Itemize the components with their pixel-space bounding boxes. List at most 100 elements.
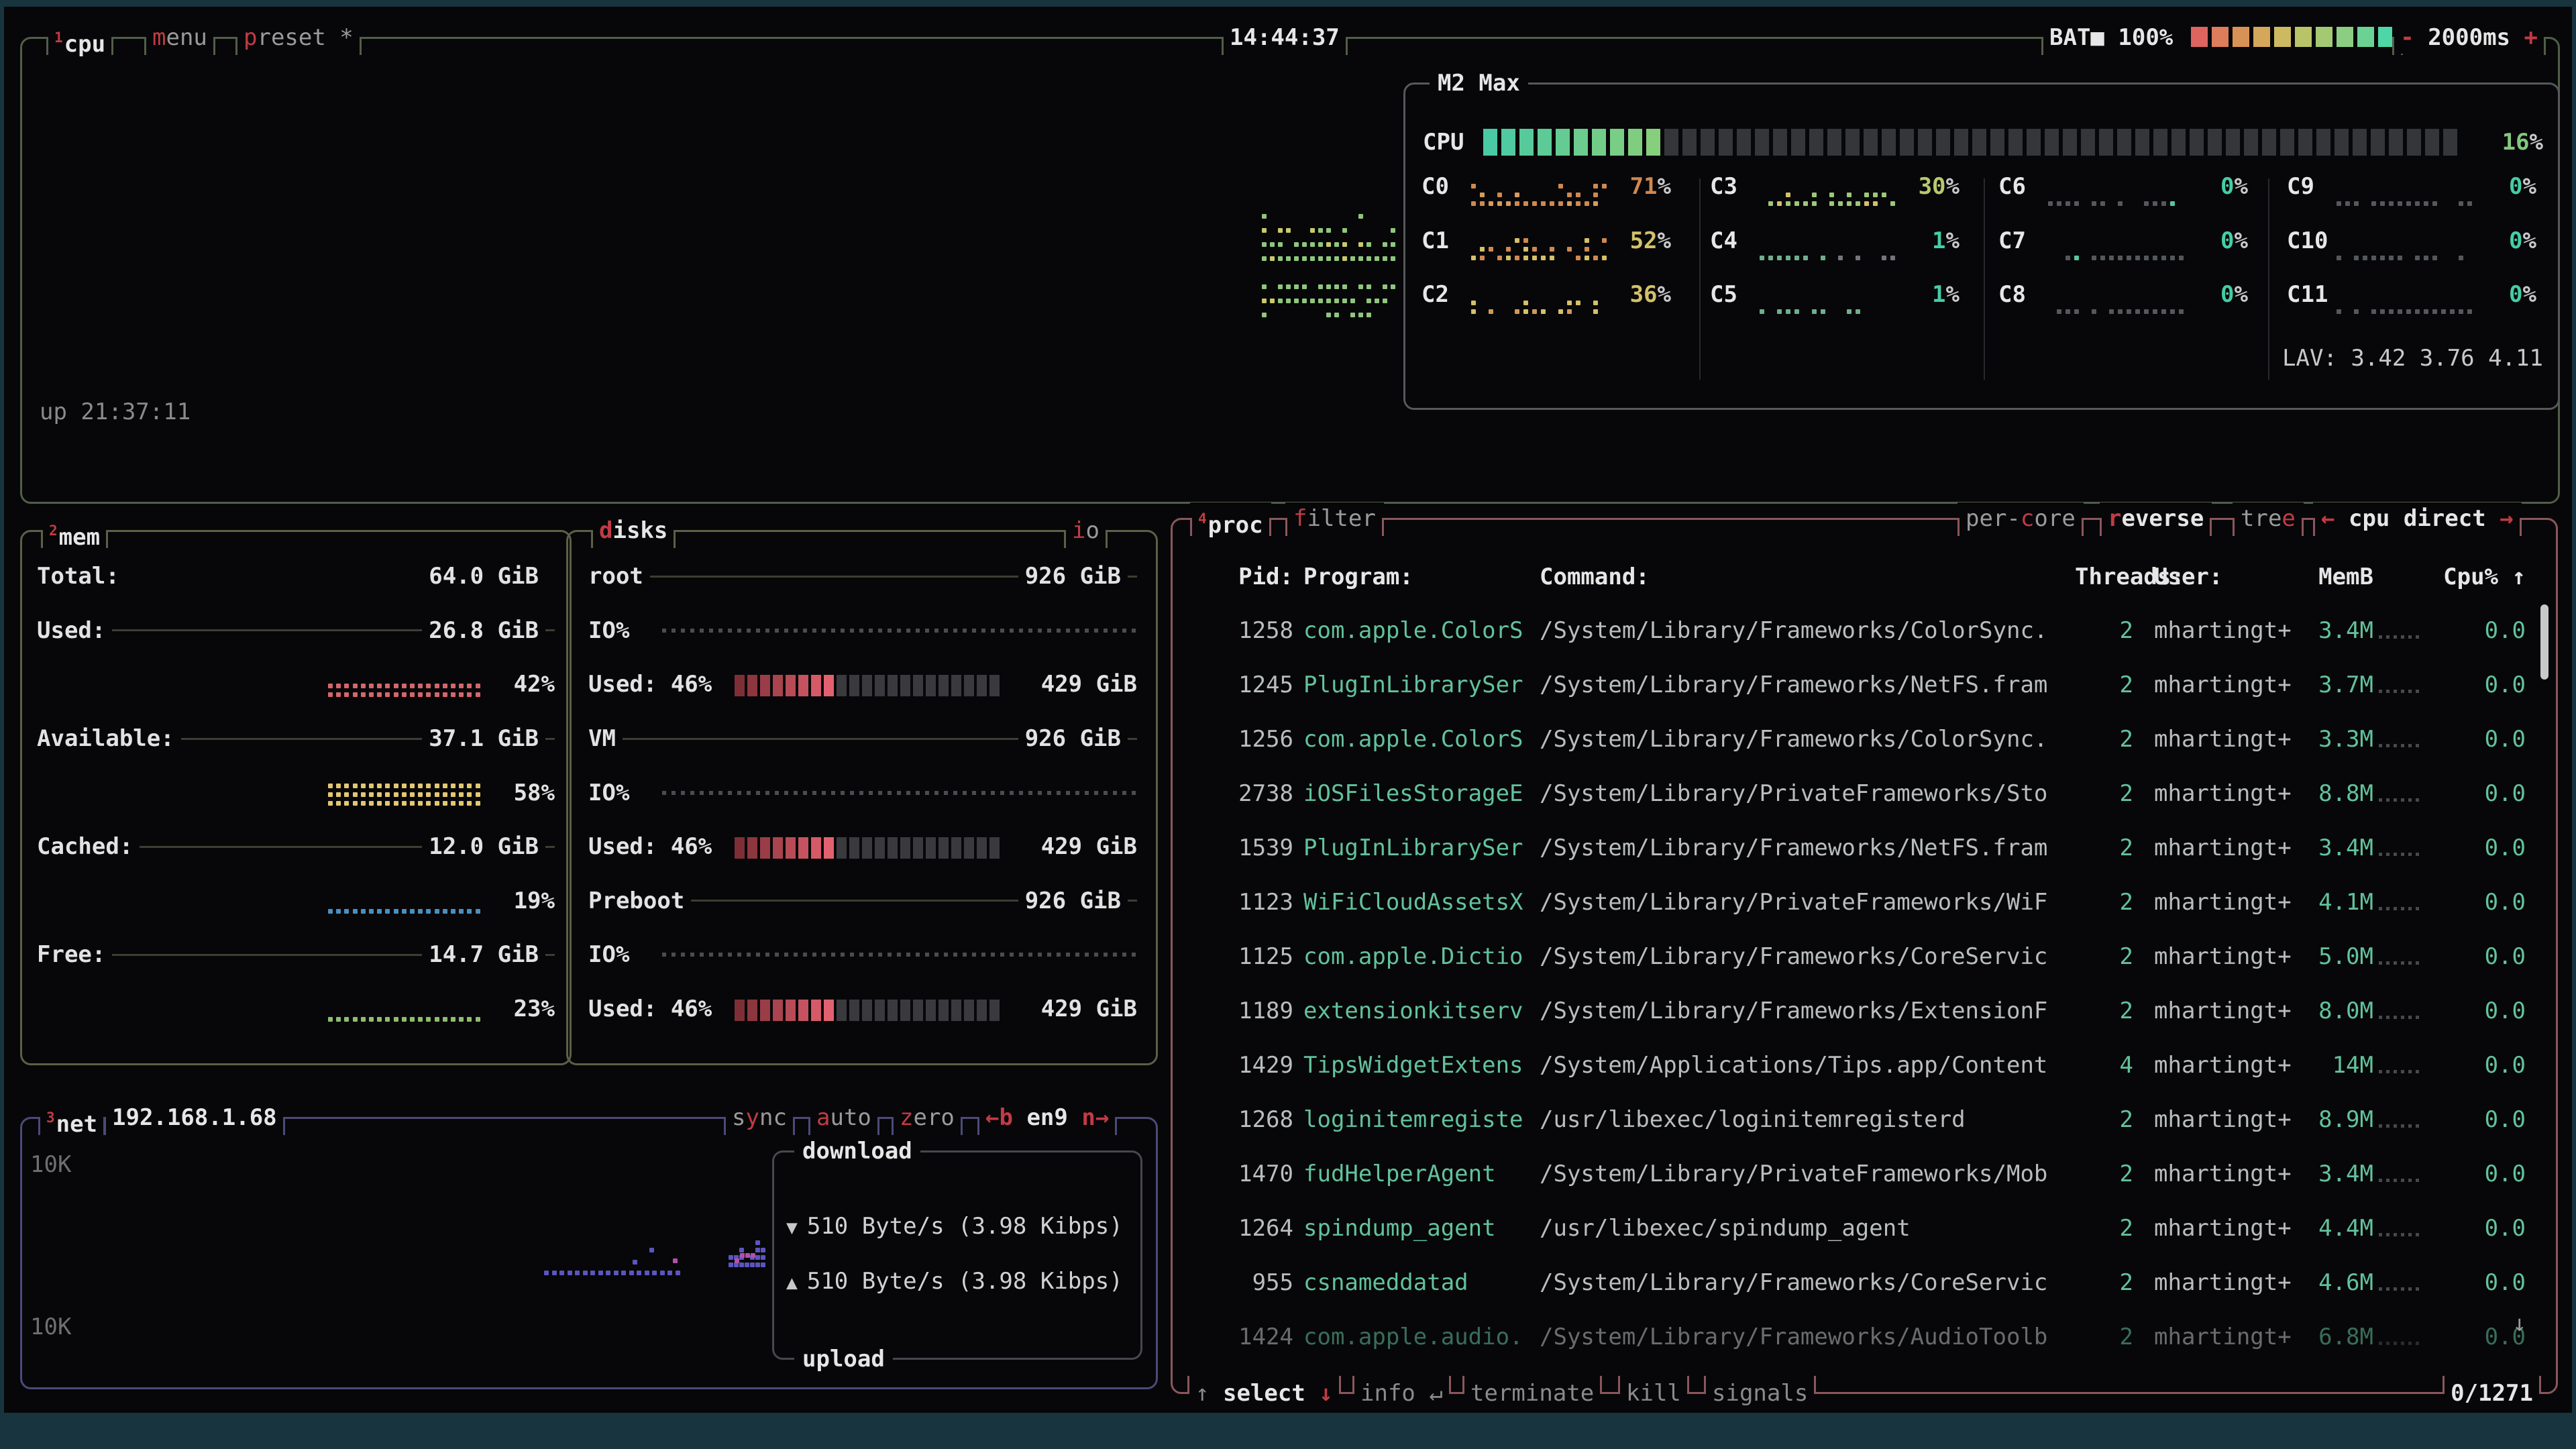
tree-button[interactable]: tree [2233, 502, 2304, 536]
graph-dot [1856, 255, 1860, 260]
disk-used-meter [735, 671, 1003, 698]
terminate-button[interactable]: terminate [1462, 1376, 1603, 1409]
process-row[interactable]: 955 csnameddatad/System/Library/Framework… [1173, 1255, 2542, 1309]
core-graph [1760, 282, 1902, 319]
process-mem-leader [2373, 1002, 2422, 1019]
graph-dot [1873, 201, 1878, 206]
graph-dot [2092, 201, 2096, 206]
sort-prev-icon[interactable]: ← [2321, 505, 2335, 532]
reverse-button[interactable]: reverse [2100, 502, 2212, 536]
select-down-icon[interactable]: ↓ [1319, 1380, 1333, 1407]
interface-switcher[interactable]: ←b en9 n→ [977, 1102, 1118, 1135]
process-row[interactable]: 1123 WiFiCloudAssetsX/System/Library/Priv… [1173, 875, 2542, 929]
graph-dot [2398, 309, 2402, 314]
graph-dot [1326, 228, 1331, 233]
process-row[interactable]: 1189 extensionkitserv/System/Library/Fram… [1173, 983, 2542, 1038]
interval-decrease-button[interactable]: - [2400, 24, 2414, 51]
select-control[interactable]: ↑ select ↓ [1187, 1376, 1341, 1409]
col-header-threads[interactable]: Threads: [2075, 564, 2185, 590]
core-cell: C5 1% [1710, 276, 1978, 320]
process-row[interactable]: 1245 PlugInLibrarySer/System/Library/Fram… [1173, 657, 2542, 712]
io-mode-button[interactable]: io [1064, 515, 1108, 548]
per-core-button[interactable]: per-core [1957, 502, 2084, 536]
download-arrow-icon: ▼ [786, 1216, 798, 1238]
process-mem: 4.6M [2318, 1269, 2373, 1296]
col-header-user[interactable]: User: [2154, 564, 2223, 590]
graph-dot [442, 692, 447, 698]
process-mem-leader [2373, 1220, 2422, 1236]
graph-dot [1558, 184, 1563, 189]
process-row[interactable]: 2738 iOSFilesStorageE/System/Library/Priv… [1173, 766, 2542, 820]
graph-dot [1786, 201, 1790, 206]
tab-proc[interactable]: 4proc [1190, 502, 1271, 539]
process-pid: 1429 [1238, 1051, 1293, 1079]
process-row[interactable]: 1470 fudHelperAgent/System/Library/Privat… [1173, 1146, 2542, 1201]
col-header-mem[interactable]: MemB [2318, 564, 2373, 590]
process-row[interactable]: 1429 TipsWidgetExtens/System/Applications… [1173, 1038, 2542, 1092]
process-user: mhartingt+ [2154, 1269, 2292, 1296]
disk-bar-segment [747, 999, 757, 1021]
tab-net[interactable]: 3net [38, 1102, 106, 1138]
info-button[interactable]: info ↵ [1352, 1376, 1451, 1409]
mem-usage-graph [328, 778, 485, 808]
process-command: /System/Library/Frameworks/ColorSync. [1540, 616, 2048, 644]
graph-dot [1358, 214, 1363, 219]
col-header-program[interactable]: Program: [1303, 564, 1413, 590]
auto-button[interactable]: auto [808, 1102, 879, 1135]
sync-button[interactable]: sync [724, 1102, 795, 1135]
col-header-command[interactable]: Command: [1540, 564, 1650, 590]
graph-dot [369, 800, 374, 806]
scrollbar[interactable] [2540, 604, 2548, 680]
sort-column-switcher[interactable]: ← cpu direct → [2313, 502, 2522, 536]
graph-dot [328, 908, 333, 914]
process-row[interactable]: 1125 com.apple.Dictio/System/Library/Fram… [1173, 929, 2542, 983]
col-header-cpu[interactable]: Cpu% ↑ [2422, 564, 2526, 590]
menu-button[interactable]: menu [144, 21, 215, 55]
graph-dot [2432, 255, 2437, 260]
next-interface-button[interactable]: n→ [1081, 1104, 1110, 1131]
mem-stat-label: Cached: [37, 833, 133, 861]
process-program: com.apple.ColorS [1303, 725, 1523, 753]
core-percent: 0% [2220, 173, 2248, 200]
process-row[interactable]: 1424 com.apple.audio. /System/Library/Fram… [1173, 1309, 2542, 1364]
process-mem: 4.1M [2318, 888, 2373, 916]
graph-dot [418, 792, 423, 797]
cpu-bar-segment [1664, 128, 1678, 156]
graph-dot [1391, 228, 1395, 233]
zero-button[interactable]: zero [892, 1102, 963, 1135]
graph-dot [1515, 201, 1519, 206]
cpu-box: 1cpu menu preset * 14:44:37 BAT■ 100% - … [20, 21, 2560, 504]
select-up-icon[interactable]: ↑ [1195, 1380, 1210, 1407]
graph-dot [2467, 201, 2472, 206]
graph-dot [1294, 256, 1299, 261]
process-row[interactable]: 1258 com.apple.ColorS/System/Library/Fram… [1173, 603, 2542, 657]
process-row[interactable]: 1539 PlugInLibrarySer/System/Library/Fram… [1173, 820, 2542, 875]
core-graph [1471, 174, 1613, 211]
col-header-pid[interactable]: Pid: [1238, 564, 1293, 590]
hotkey-letter: c [2020, 505, 2035, 532]
preset-button[interactable]: preset * [235, 21, 362, 55]
filter-button[interactable]: filter [1285, 502, 1384, 536]
tab-cpu[interactable]: 1cpu [46, 21, 114, 58]
prev-interface-button[interactable]: ←b [985, 1104, 1013, 1131]
disk-io-label: IO% [588, 616, 630, 644]
graph-dot [459, 684, 464, 689]
graph-dot [1294, 284, 1299, 289]
interval-increase-button[interactable]: + [2524, 24, 2538, 51]
process-mem-leader [2373, 1057, 2422, 1073]
sort-next-icon[interactable]: → [2500, 505, 2514, 532]
graph-dot [1278, 242, 1283, 247]
kill-button[interactable]: kill [1618, 1376, 1689, 1409]
cpu-bar-segment [2298, 128, 2312, 156]
process-row[interactable]: 1256 com.apple.ColorS/System/Library/Fram… [1173, 712, 2542, 766]
process-row[interactable]: 1264 spindump_agent/usr/libexec/spindump_… [1173, 1201, 2542, 1255]
signals-button[interactable]: signals [1704, 1376, 1817, 1409]
core-graph [2337, 282, 2479, 319]
tab-disks[interactable]: disks [591, 515, 676, 548]
tab-mem[interactable]: 2mem [41, 515, 109, 551]
disk-bar-segment [773, 674, 783, 696]
graph-dot [336, 692, 341, 698]
graph-dot [1375, 299, 1379, 303]
process-row[interactable]: 1268 loginitemregiste/usr/libexec/loginit… [1173, 1092, 2542, 1146]
process-pid: 1258 [1238, 616, 1293, 644]
